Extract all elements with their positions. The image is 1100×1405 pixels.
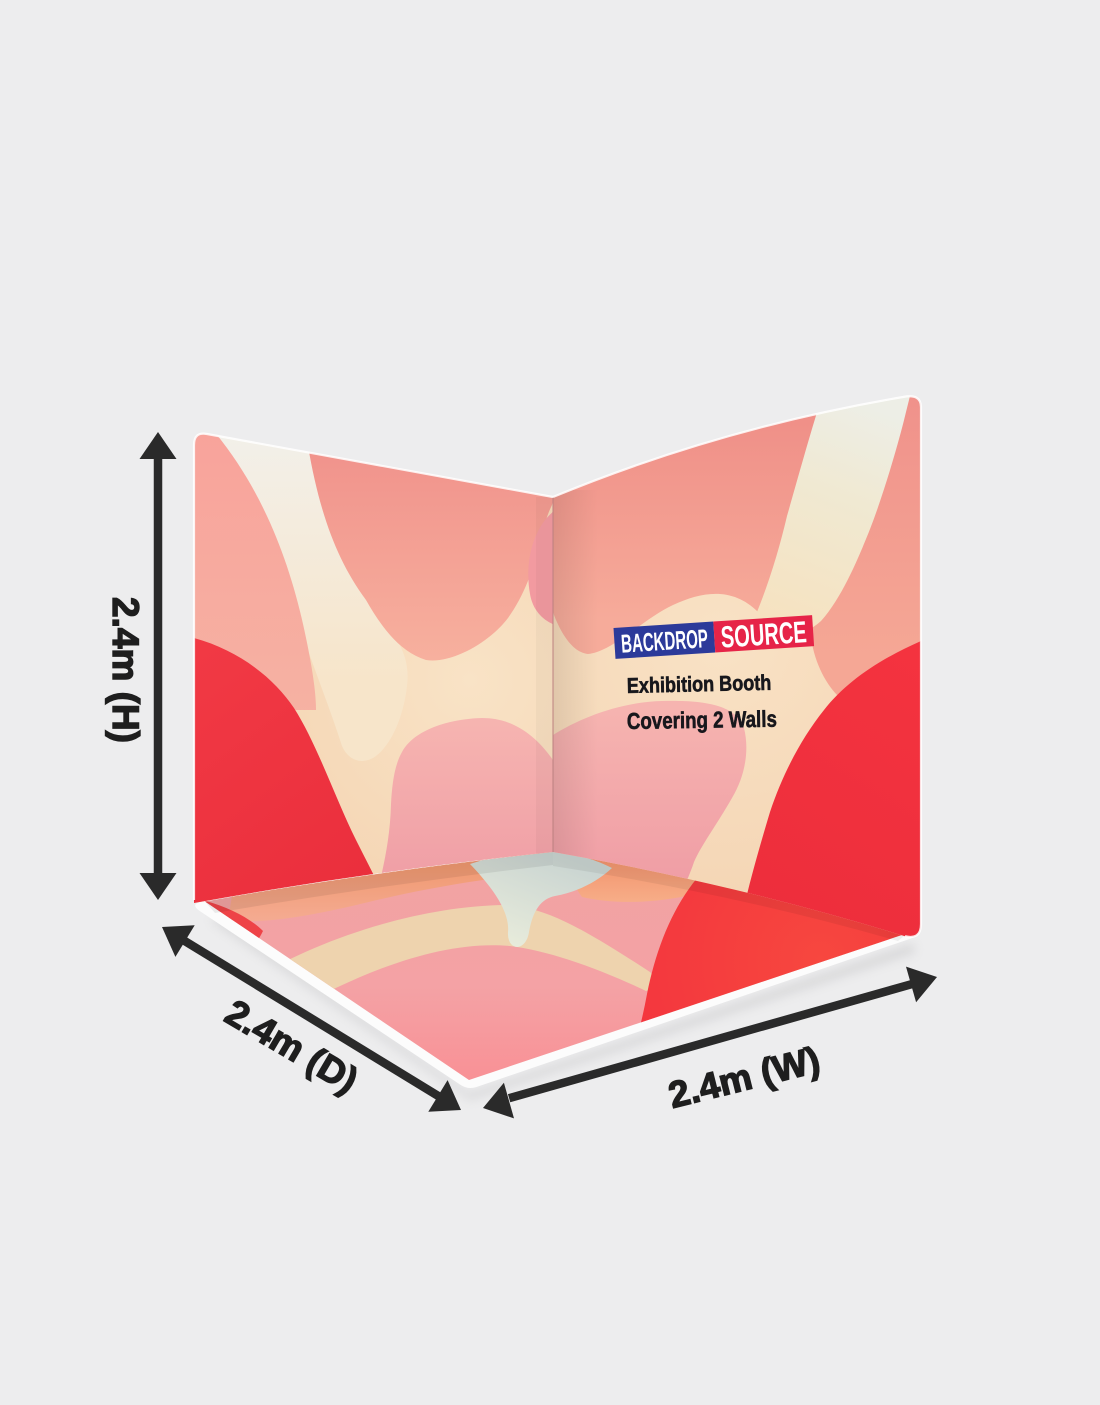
svg-text:2.4m (H): 2.4m (H)	[105, 597, 146, 743]
svg-text:Exhibition Booth: Exhibition Booth	[627, 671, 772, 698]
svg-text:Covering 2 Walls: Covering 2 Walls	[627, 706, 777, 734]
svg-text:SOURCE: SOURCE	[720, 615, 808, 654]
svg-text:BACKDROP: BACKDROP	[620, 623, 709, 659]
